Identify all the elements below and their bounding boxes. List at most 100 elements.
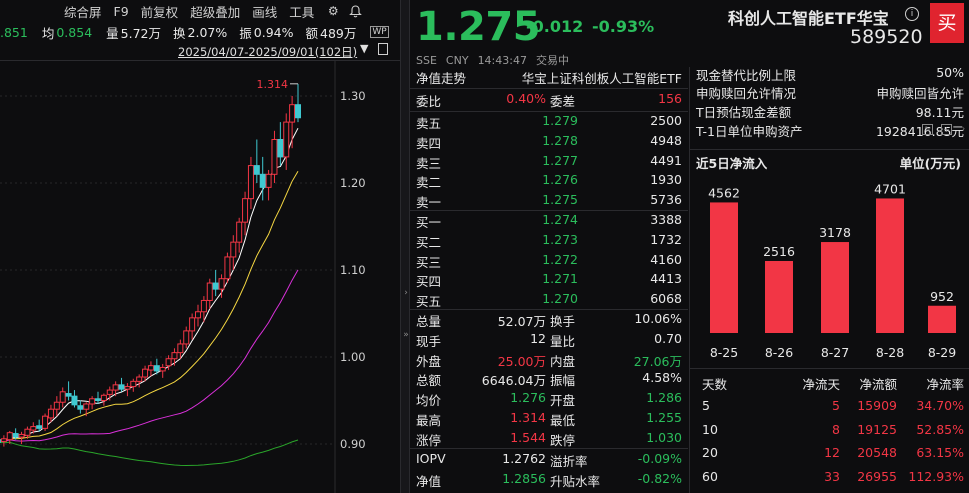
candle[interactable]	[95, 391, 101, 404]
candle[interactable]	[247, 156, 254, 210]
dropdown-triangle-icon[interactable]: ▼	[360, 42, 369, 55]
chevron-right-icon[interactable]: ›	[961, 124, 966, 133]
candle[interactable]	[265, 169, 272, 201]
toolbar-item-adjust[interactable]: 前复权	[140, 4, 179, 20]
candle[interactable]	[59, 387, 66, 408]
candle[interactable]	[177, 339, 184, 359]
candle[interactable]	[130, 378, 137, 392]
candle[interactable]	[283, 113, 290, 170]
candle[interactable]	[200, 296, 207, 323]
bid-row[interactable]: 买一 1.274 3388	[410, 212, 688, 232]
ask-row[interactable]: 卖二 1.276 1930	[410, 172, 688, 192]
candle[interactable]	[53, 396, 60, 417]
kline-panel[interactable]: 综合屏 F9 前复权 超级叠加 画线 工具 ⚙ .851 均 0.854 量 5…	[0, 0, 400, 493]
candle[interactable]	[295, 83, 301, 123]
candle[interactable]	[147, 361, 154, 377]
iopv-label: IOPV	[416, 451, 446, 466]
ask-price[interactable]: 1.276	[542, 172, 578, 188]
bid-row[interactable]: 买二 1.273 1732	[410, 232, 688, 252]
candle[interactable]	[0, 435, 7, 447]
panel-divider[interactable]: › »	[400, 0, 410, 493]
candle[interactable]	[65, 381, 72, 401]
candle[interactable]	[12, 428, 19, 440]
candle[interactable]	[100, 393, 107, 406]
candle[interactable]	[153, 358, 160, 375]
candle[interactable]	[36, 419, 43, 432]
candle[interactable]	[224, 252, 231, 284]
toolbar-item-overview[interactable]: 综合屏	[64, 4, 102, 20]
candle[interactable]	[136, 374, 143, 388]
info-icon[interactable]: i	[905, 7, 919, 21]
candle[interactable]	[236, 217, 243, 253]
candle[interactable]	[206, 278, 213, 310]
turnover-value: 2.07%	[187, 24, 228, 40]
date-range-text[interactable]: 2025/04/07-2025/09/01(102日)	[178, 45, 358, 59]
candle[interactable]	[230, 235, 237, 270]
bid-row[interactable]: 买四 1.271 4413	[410, 271, 688, 291]
candle[interactable]	[183, 326, 190, 349]
kline-chart[interactable]: 1.30 1.20 1.10 1.00 0.90 1.314	[0, 61, 400, 493]
expand-icon[interactable]: +	[941, 124, 952, 135]
candle[interactable]	[18, 431, 25, 444]
candle[interactable]	[42, 413, 49, 431]
nav-trend-label[interactable]: 净值走势	[416, 71, 467, 86]
candle[interactable]	[277, 122, 284, 166]
bell-icon[interactable]	[348, 4, 362, 18]
ask-price[interactable]: 1.277	[542, 152, 578, 168]
candle[interactable]	[271, 130, 278, 183]
bid-price[interactable]: 1.273	[542, 231, 578, 247]
candle[interactable]	[195, 304, 201, 327]
buy-button[interactable]: 买	[930, 3, 964, 43]
candle[interactable]	[89, 396, 96, 410]
ask-price[interactable]: 1.275	[542, 192, 578, 208]
edit-icon[interactable]: ✎	[922, 124, 933, 135]
stat-row: 现手 12 量比 0.70	[410, 331, 688, 351]
candle[interactable]	[189, 313, 196, 340]
candle[interactable]	[106, 386, 113, 401]
ask-price[interactable]: 1.278	[542, 132, 578, 148]
candle[interactable]	[47, 404, 54, 423]
toolbar-item-tools[interactable]: 工具	[289, 4, 315, 20]
candle[interactable]	[259, 156, 266, 201]
candle[interactable]	[71, 390, 78, 408]
ask-row[interactable]: 卖三 1.277 4491	[410, 153, 688, 173]
candle[interactable]	[142, 365, 149, 382]
bid-row[interactable]: 买三 1.272 4160	[410, 252, 688, 272]
bid-price[interactable]: 1.270	[542, 291, 578, 307]
candle[interactable]	[30, 422, 37, 434]
candle[interactable]	[218, 274, 225, 298]
candle[interactable]	[159, 363, 166, 378]
candle[interactable]	[212, 270, 219, 297]
gear-icon[interactable]: ⚙	[327, 4, 339, 18]
bid-price[interactable]: 1.274	[542, 212, 578, 227]
candle[interactable]	[118, 377, 125, 392]
toolbar-item-f9[interactable]: F9	[113, 3, 129, 19]
ask-row[interactable]: 卖五 1.279 2500	[410, 113, 688, 133]
toolbar-item-draw[interactable]: 画线	[252, 4, 278, 20]
ask-row[interactable]: 卖一 1.275 5736	[410, 192, 688, 212]
candle[interactable]	[6, 430, 13, 444]
candle[interactable]	[0, 434, 1, 446]
candle[interactable]	[171, 348, 178, 366]
candle[interactable]	[77, 400, 84, 414]
bid-price[interactable]: 1.272	[542, 251, 578, 267]
bid-price[interactable]: 1.271	[542, 271, 578, 287]
ask-price[interactable]: 1.279	[542, 113, 578, 128]
double-chevron-icon[interactable]: »	[403, 330, 409, 340]
candle[interactable]	[124, 383, 131, 397]
bid-row[interactable]: 买五 1.270 6068	[410, 291, 688, 311]
date-range-bar[interactable]: 2025/04/07-2025/09/01(102日) ▼	[0, 42, 400, 60]
chevron-right-icon[interactable]: ›	[404, 288, 408, 298]
candle[interactable]	[83, 402, 90, 417]
nav-trend-row[interactable]: 净值走势 华宝上证科创板人工智能ETF	[410, 68, 688, 88]
ask-row[interactable]: 卖四 1.278 4948	[410, 133, 688, 153]
toolbar-item-overlay[interactable]: 超级叠加	[190, 4, 241, 20]
candle[interactable]	[242, 191, 249, 236]
candle[interactable]	[289, 96, 296, 149]
panel-toggle-icon[interactable]	[378, 43, 388, 55]
candle[interactable]	[112, 381, 119, 397]
candle[interactable]	[165, 355, 172, 371]
wp-icon[interactable]: WP	[370, 26, 389, 38]
candle[interactable]	[24, 426, 31, 439]
candle[interactable]	[253, 139, 260, 184]
